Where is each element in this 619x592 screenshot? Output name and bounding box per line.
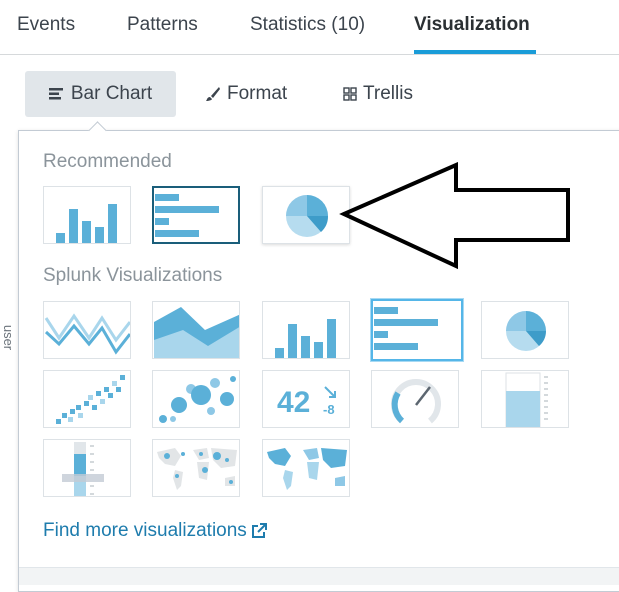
choropleth-map-tile[interactable] (262, 439, 350, 497)
scatter-chart-icon (44, 371, 131, 428)
area-chart-icon (153, 302, 240, 359)
area-chart-tile[interactable] (152, 301, 240, 359)
recommended-column-chart-tile[interactable] (43, 186, 131, 244)
results-tab-bar: Events Patterns Statistics (10) Visualiz… (0, 0, 619, 55)
format-label: Format (227, 83, 287, 105)
tab-events[interactable]: Events (17, 14, 75, 36)
choropleth-map-icon (263, 440, 350, 497)
line-chart-icon (44, 302, 131, 359)
splunk-visualizations-heading: Splunk Visualizations (43, 265, 222, 287)
brush-icon (205, 86, 221, 102)
chart-type-label: Bar Chart (71, 83, 152, 105)
active-tab-indicator (414, 50, 536, 54)
pie-chart-icon (263, 187, 350, 244)
column-chart-icon (44, 187, 131, 244)
bubble-chart-icon (153, 371, 240, 428)
column-chart-tile[interactable] (262, 301, 350, 359)
panel-footer (19, 567, 619, 585)
tab-visualization[interactable]: Visualization (414, 14, 530, 36)
cluster-map-icon (153, 440, 240, 497)
single-value-icon: 42 -8 (263, 371, 350, 428)
find-more-visualizations-link[interactable]: Find more visualizations (43, 520, 267, 542)
marker-gauge-icon (44, 440, 131, 497)
recommended-bar-chart-tile[interactable] (152, 186, 240, 244)
recommended-heading: Recommended (43, 151, 172, 173)
bar-chart-icon (373, 301, 461, 359)
radial-gauge-tile[interactable] (371, 370, 459, 428)
trellis-button[interactable]: Trellis (343, 71, 413, 117)
trellis-grid-icon (343, 87, 357, 101)
trellis-label: Trellis (363, 83, 413, 105)
single-value-tile[interactable]: 42 -8 (262, 370, 350, 428)
marker-gauge-tile[interactable] (43, 439, 131, 497)
pie-chart-icon (482, 302, 569, 359)
cluster-map-tile[interactable] (152, 439, 240, 497)
external-link-icon (251, 523, 267, 539)
bar-chart-icon (49, 87, 65, 101)
column-chart-icon (263, 302, 350, 359)
single-value-delta: -8 (323, 402, 335, 417)
chart-type-button[interactable]: Bar Chart (25, 71, 176, 117)
annotation-arrow-icon (338, 162, 578, 272)
single-value-number: 42 (277, 386, 310, 419)
bar-chart-icon (154, 188, 240, 244)
find-more-label: Find more visualizations (43, 520, 247, 542)
tab-patterns[interactable]: Patterns (127, 14, 198, 36)
filler-gauge-icon (482, 371, 569, 428)
pie-chart-tile[interactable] (481, 301, 569, 359)
filler-gauge-tile[interactable] (481, 370, 569, 428)
scatter-chart-tile[interactable] (43, 370, 131, 428)
side-field-label: user (1, 325, 16, 350)
line-chart-tile[interactable] (43, 301, 131, 359)
bar-chart-tile[interactable] (371, 299, 463, 361)
bubble-chart-tile[interactable] (152, 370, 240, 428)
tab-statistics[interactable]: Statistics (10) (250, 14, 365, 36)
format-button[interactable]: Format (205, 71, 287, 117)
recommended-pie-chart-tile[interactable] (262, 186, 350, 244)
radial-gauge-icon (372, 371, 459, 428)
